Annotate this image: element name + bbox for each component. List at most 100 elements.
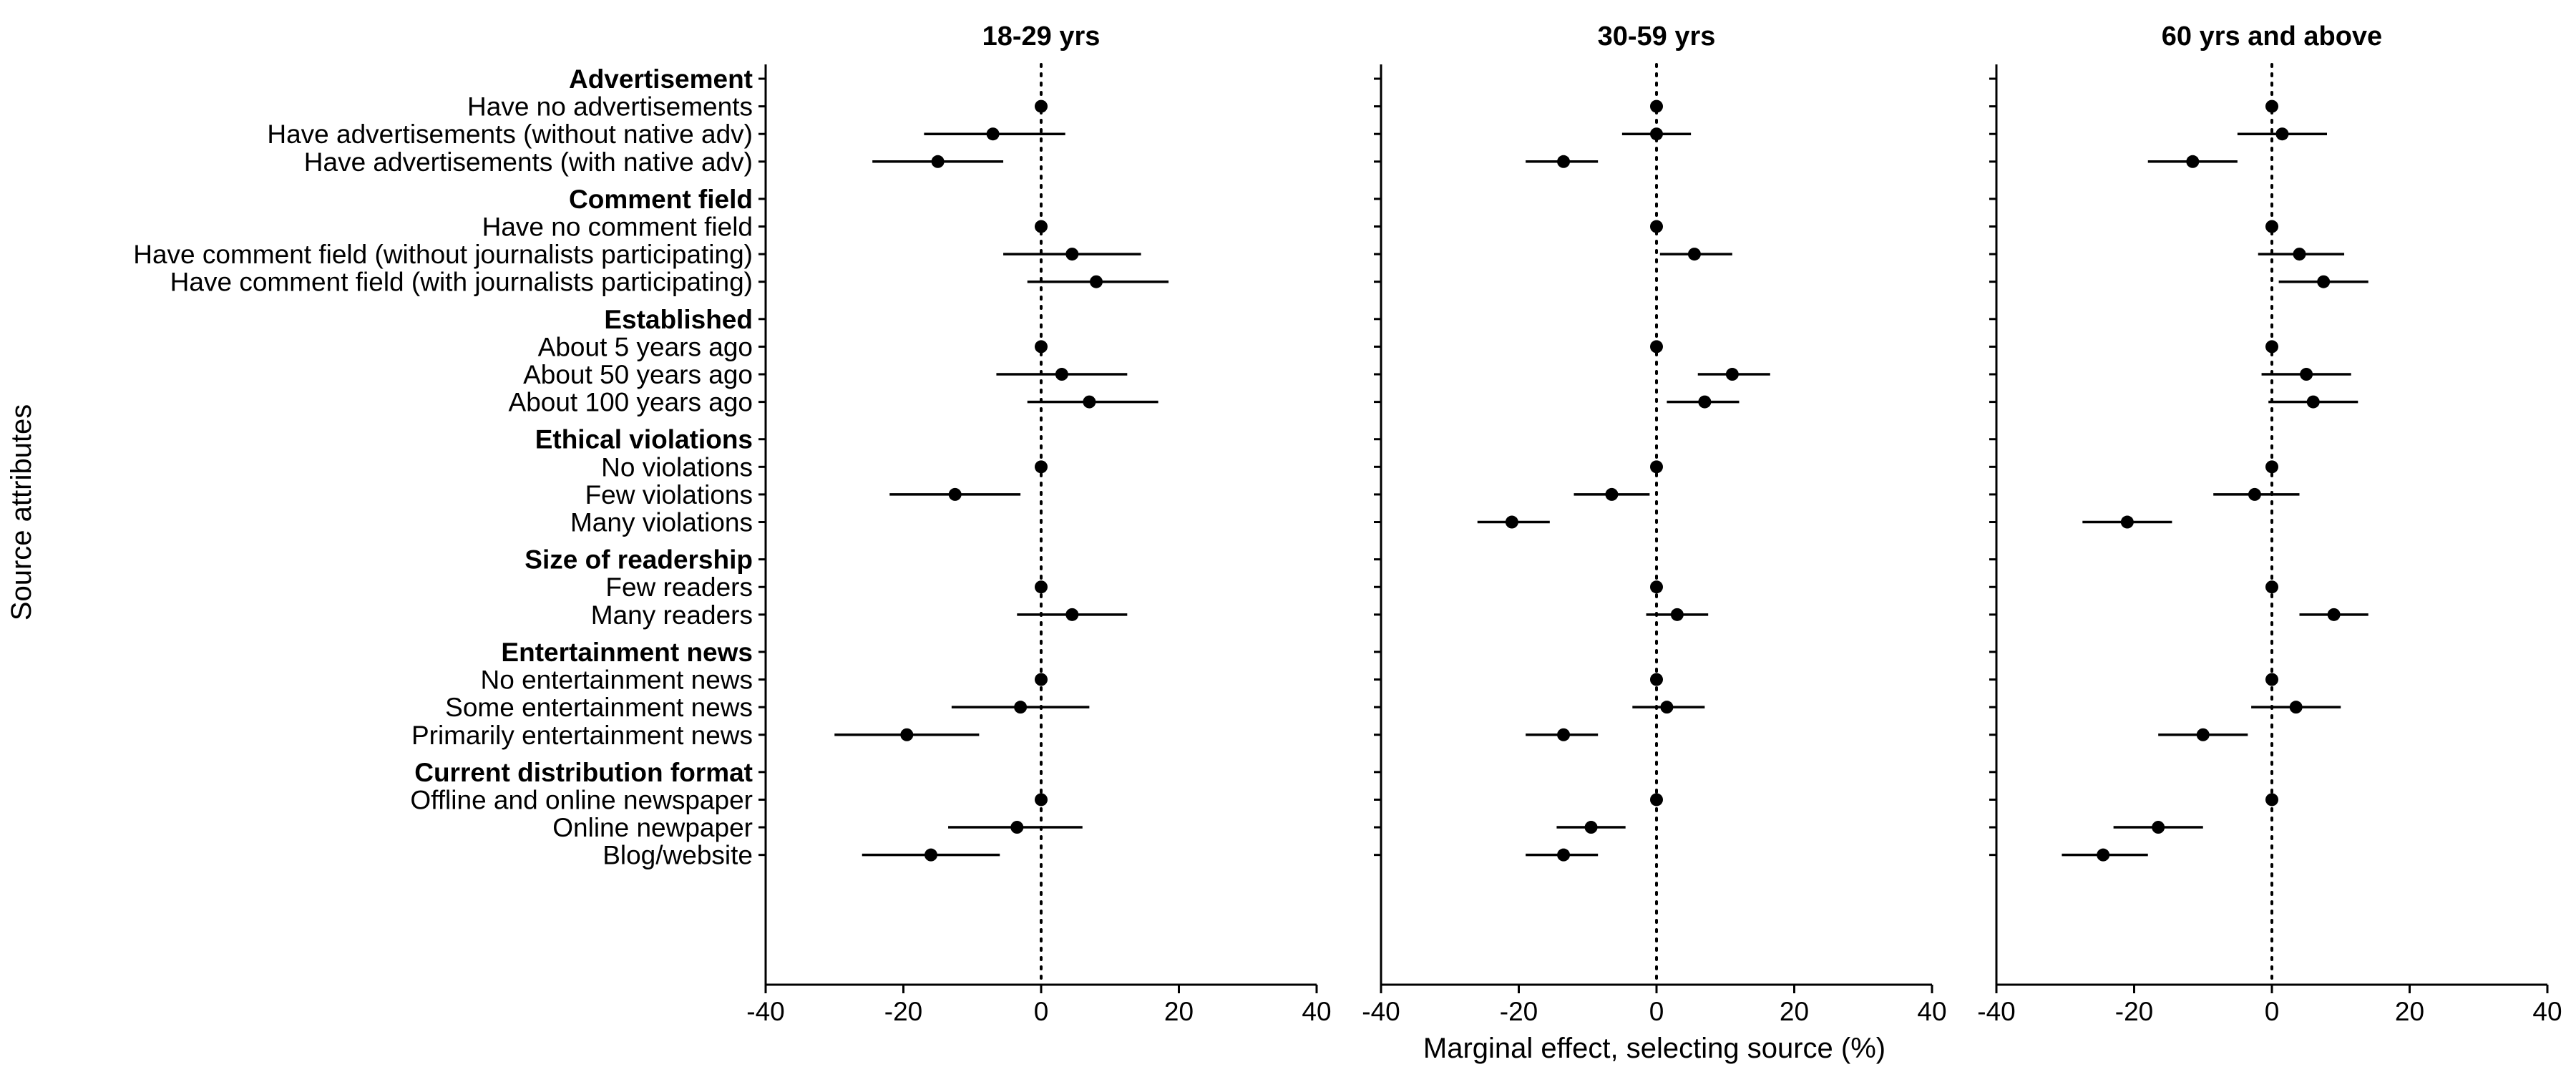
estimate-point	[924, 848, 937, 862]
estimate-point	[1650, 127, 1663, 141]
x-tick-label: 0	[1649, 997, 1664, 1026]
x-tick-label: -20	[1500, 997, 1538, 1026]
estimate-point	[1687, 248, 1701, 261]
x-tick-label: -20	[2115, 997, 2153, 1026]
x-tick-label: 40	[1917, 997, 1946, 1026]
estimate-point	[1557, 155, 1571, 168]
estimate-point	[2186, 155, 2200, 168]
group-label: Comment field	[569, 185, 753, 214]
x-tick-label: 20	[1164, 997, 1194, 1026]
panel-1: 18-29 yrs -40 -20 0 20 40	[746, 21, 1331, 1026]
row-label: Have advertisements (without native adv)	[267, 120, 753, 149]
estimate-point	[2275, 127, 2289, 141]
group-label: Current distribution format	[414, 758, 753, 787]
x-tick-label: 20	[1780, 997, 1809, 1026]
estimate-point	[1650, 220, 1663, 233]
panel-title: 60 yrs and above	[2162, 21, 2382, 52]
row-label: Have comment field (with journalists par…	[170, 268, 753, 297]
estimate-point	[1725, 368, 1739, 381]
x-tick-label: -40	[746, 997, 784, 1026]
panel-2: 30-59 yrs -40 -20 0 20 40	[1362, 21, 1946, 1026]
estimate-point	[1014, 701, 1028, 714]
x-tick-label: 0	[1034, 997, 1049, 1026]
estimate-point	[986, 127, 1000, 141]
row-label: Have no advertisements	[467, 92, 753, 122]
estimate-point	[900, 728, 914, 741]
estimate-point	[2265, 220, 2278, 233]
estimate-point	[2265, 580, 2278, 594]
estimate-point	[2097, 848, 2110, 862]
row-label: No violations	[601, 452, 753, 482]
estimate-point	[1650, 99, 1663, 113]
estimate-point	[2265, 340, 2278, 354]
estimate-point	[2265, 793, 2278, 806]
group-label: Size of readership	[525, 545, 753, 575]
x-tick-label: -20	[884, 997, 922, 1026]
estimate-point	[2293, 248, 2306, 261]
panel-title: 30-59 yrs	[1598, 21, 1716, 52]
estimate-point	[1605, 487, 1619, 501]
estimate-point	[2196, 728, 2210, 741]
estimate-point	[1035, 99, 1048, 113]
estimate-point	[1055, 368, 1068, 381]
estimate-point	[1035, 580, 1048, 594]
panel-3: 60 yrs and above -40 -20 0 20 40	[1977, 21, 2562, 1026]
estimate-point	[948, 487, 962, 501]
row-label: About 100 years ago	[509, 388, 753, 417]
estimate-point	[2265, 673, 2278, 686]
row-label: Some entertainment news	[445, 693, 753, 722]
estimate-point	[2120, 515, 2134, 529]
estimate-point	[1505, 515, 1518, 529]
group-label: Established	[604, 305, 753, 334]
estimate-point	[1065, 608, 1079, 621]
estimate-point	[1035, 340, 1048, 354]
estimate-point	[2152, 821, 2165, 834]
estimate-point	[1065, 248, 1079, 261]
row-label: About 50 years ago	[523, 360, 753, 389]
row-label: Few readers	[605, 572, 753, 602]
estimate-point	[2265, 99, 2278, 113]
estimate-point	[1010, 821, 1024, 834]
estimate-point	[2248, 487, 2261, 501]
row-label: No entertainment news	[481, 666, 753, 695]
estimate-point	[2265, 460, 2278, 474]
group-label: Advertisement	[569, 64, 753, 94]
estimate-point	[1650, 340, 1663, 354]
row-label: Offline and online newspaper	[410, 785, 753, 814]
estimate-point	[1557, 728, 1571, 741]
row-label: About 5 years ago	[538, 332, 753, 361]
x-tick-label: 0	[2265, 997, 2280, 1026]
estimate-point	[2306, 395, 2320, 409]
estimate-point	[1083, 395, 1096, 409]
estimate-point	[1035, 673, 1048, 686]
row-label: Many readers	[591, 600, 753, 630]
estimate-point	[1670, 608, 1684, 621]
estimate-point	[2317, 275, 2331, 288]
estimate-point	[2300, 368, 2313, 381]
x-tick-label: 20	[2395, 997, 2424, 1026]
group-label: Entertainment news	[501, 638, 753, 667]
estimate-point	[1650, 580, 1663, 594]
estimate-point	[1650, 793, 1663, 806]
estimate-point	[1035, 793, 1048, 806]
estimate-point	[1650, 673, 1663, 686]
estimate-point	[2289, 701, 2303, 714]
estimate-point	[1584, 821, 1598, 834]
row-label: Online newpaper	[552, 813, 753, 842]
estimate-point	[1698, 395, 1712, 409]
group-label: Ethical violations	[535, 425, 753, 454]
row-label: Have comment field (without journalists …	[133, 240, 753, 269]
panel-title: 18-29 yrs	[982, 21, 1101, 52]
estimate-point	[931, 155, 945, 168]
estimate-point	[1090, 275, 1103, 288]
x-tick-label: -40	[1362, 997, 1400, 1026]
estimate-point	[1660, 701, 1674, 714]
x-tick-label: 40	[1302, 997, 1331, 1026]
estimate-point	[2327, 608, 2341, 621]
row-label: Many violations	[570, 508, 753, 537]
row-label: Few violations	[585, 480, 753, 510]
row-label: Have no comment field	[482, 213, 753, 242]
x-axis-title: Marginal effect, selecting source (%)	[1423, 1033, 1885, 1064]
